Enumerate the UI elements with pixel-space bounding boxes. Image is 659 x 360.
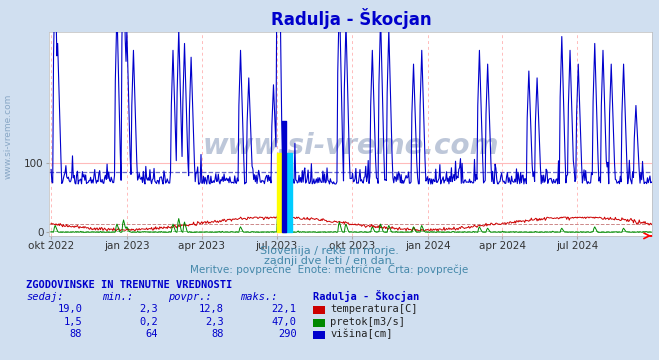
Text: temperatura[C]: temperatura[C] (330, 305, 418, 315)
Text: sedaj:: sedaj: (26, 292, 64, 302)
Text: www.si-vreme.com: www.si-vreme.com (203, 132, 499, 160)
Text: 1,5: 1,5 (64, 317, 82, 327)
Text: www.si-vreme.com: www.si-vreme.com (3, 94, 13, 180)
Text: zadnji dve leti / en dan.: zadnji dve leti / en dan. (264, 256, 395, 266)
Text: 2,3: 2,3 (206, 317, 224, 327)
Text: pretok[m3/s]: pretok[m3/s] (330, 317, 405, 327)
Text: 12,8: 12,8 (199, 305, 224, 315)
Text: min.:: min.: (102, 292, 133, 302)
Text: ZGODOVINSKE IN TRENUTNE VREDNOSTI: ZGODOVINSKE IN TRENUTNE VREDNOSTI (26, 280, 233, 290)
Text: višina[cm]: višina[cm] (330, 329, 393, 339)
Text: 47,0: 47,0 (272, 317, 297, 327)
Text: 290: 290 (278, 329, 297, 339)
Text: Meritve: povprečne  Enote: metrične  Črta: povprečje: Meritve: povprečne Enote: metrične Črta:… (190, 263, 469, 275)
Text: 22,1: 22,1 (272, 305, 297, 315)
Text: povpr.:: povpr.: (168, 292, 212, 302)
Text: 19,0: 19,0 (57, 305, 82, 315)
Title: Radulja - Škocjan: Radulja - Škocjan (271, 8, 431, 30)
Text: maks.:: maks.: (241, 292, 278, 302)
Text: 88: 88 (212, 329, 224, 339)
Text: 0,2: 0,2 (140, 317, 158, 327)
Text: Slovenija / reke in morje.: Slovenija / reke in morje. (260, 246, 399, 256)
Text: 64: 64 (146, 329, 158, 339)
Text: Radulja - Škocjan: Radulja - Škocjan (313, 290, 419, 302)
Text: 88: 88 (70, 329, 82, 339)
Text: 2,3: 2,3 (140, 305, 158, 315)
